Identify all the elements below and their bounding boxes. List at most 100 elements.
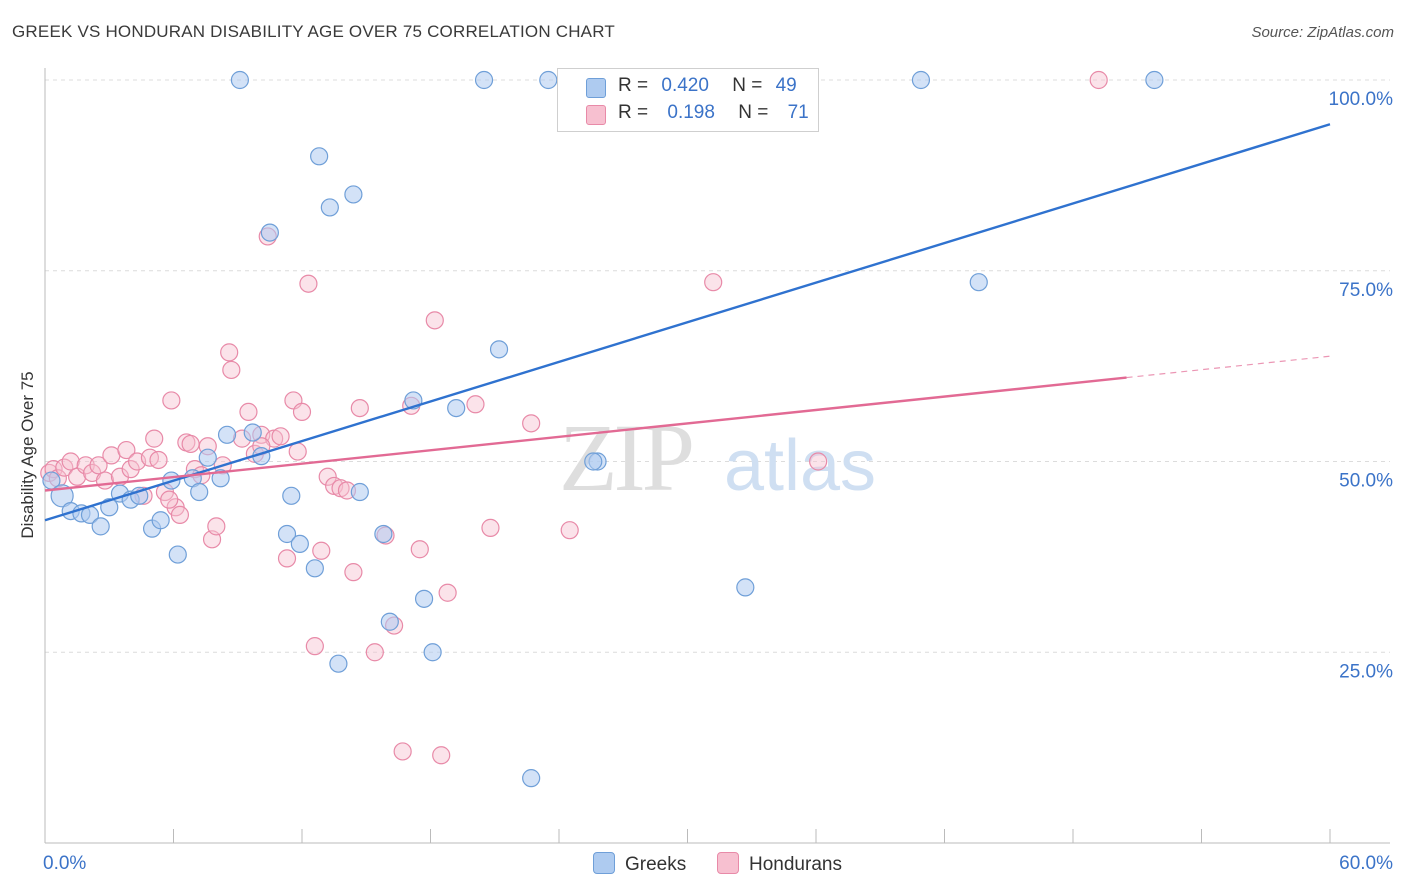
greek-point: [198, 448, 217, 467]
greek-point: [374, 524, 393, 544]
honduran-point: [393, 742, 412, 761]
honduran-point: [95, 471, 115, 490]
greek-point: [243, 423, 262, 442]
honduran-point: [271, 427, 290, 446]
honduran-point: [305, 637, 324, 656]
honduran-point: [239, 402, 258, 422]
honduran-point: [121, 460, 140, 479]
honduran-point: [76, 456, 95, 475]
greek-point: [969, 273, 988, 292]
watermark-atlas: atlas: [724, 426, 876, 506]
honduran-point: [149, 450, 168, 470]
bottom-legend-honduran: Hondurans: [717, 852, 842, 876]
greek-point: [539, 70, 558, 90]
greek-point: [100, 498, 119, 517]
greek-r-label: R =: [618, 75, 649, 96]
greek-point: [211, 469, 230, 488]
honduran-point: [160, 490, 179, 509]
greek-point: [277, 524, 297, 544]
greek-point: [489, 340, 509, 359]
greek-legend-label: Greeks: [625, 854, 687, 875]
greek-point: [1145, 70, 1164, 90]
y-tick-label: 50.0%: [1339, 471, 1393, 492]
greek-point: [522, 769, 541, 788]
honduran-legend-swatch: [717, 852, 739, 874]
greek-point: [151, 511, 170, 530]
greek-point: [91, 517, 110, 536]
greek-point: [290, 534, 309, 554]
honduran-n-value: 71: [787, 102, 809, 123]
honduran-point: [145, 429, 164, 448]
grid-lines: [45, 79, 1390, 653]
honduran-point: [181, 434, 200, 454]
honduran-point: [207, 517, 226, 536]
greek-point: [584, 452, 603, 471]
honduran-point: [522, 414, 541, 433]
chart-title: GREEK VS HONDURAN DISABILITY AGE OVER 75…: [12, 22, 615, 41]
source-label: Source: ZipAtlas.com: [1251, 24, 1394, 41]
greek-legend-swatch: [593, 852, 615, 874]
honduran-point: [292, 402, 312, 422]
greek-point: [380, 612, 399, 631]
y-tick-label: 25.0%: [1339, 661, 1393, 682]
honduran-point: [312, 541, 331, 560]
greek-point: [423, 643, 442, 662]
honduran-point: [170, 505, 190, 525]
honduran-point: [89, 456, 108, 475]
greek-point: [230, 70, 249, 90]
greek-point: [911, 70, 931, 90]
y-tick-label: 100.0%: [1329, 89, 1394, 110]
honduran-trendline-extension: [1126, 355, 1331, 379]
honduran-point: [425, 311, 444, 330]
honduran-point: [1089, 70, 1108, 90]
honduran-point: [809, 452, 828, 471]
correlation-legend: R = 0.420 N = 49 R = 0.198 N = 71: [557, 68, 819, 132]
honduran-point: [350, 398, 369, 418]
greek-point: [474, 70, 494, 90]
trendlines: [44, 123, 1331, 522]
greek-trendline: [44, 123, 1331, 522]
greek-point: [190, 482, 209, 502]
greek-point: [168, 545, 187, 564]
honduran-point: [438, 583, 457, 602]
greek-point: [329, 654, 348, 673]
honduran-point: [560, 521, 579, 540]
honduran-point: [299, 274, 318, 293]
greek-r-value: 0.420: [661, 75, 709, 96]
honduran-point: [432, 746, 451, 765]
greek-n-label: N =: [732, 75, 763, 96]
greek-point: [305, 559, 324, 578]
honduran-trendline: [44, 376, 1127, 492]
honduran-point: [410, 540, 429, 559]
honduran-point: [365, 643, 384, 662]
y-tick-label: 75.0%: [1339, 280, 1393, 301]
honduran-r-label: R =: [618, 102, 649, 123]
honduran-point: [222, 360, 241, 380]
greek-point: [350, 482, 369, 502]
greek-point: [344, 185, 363, 204]
greek-point: [282, 486, 301, 505]
tick-labels: 25.0% 50.0% 75.0% 100.0% 0.0% 60.0%: [43, 89, 1393, 874]
greek-point: [217, 425, 237, 444]
greek-point: [310, 147, 329, 166]
greek-point: [320, 198, 339, 217]
axes: [44, 68, 1390, 844]
honduran-point: [220, 343, 239, 362]
honduran-point: [277, 549, 297, 568]
watermark-zip: ZIP: [559, 404, 692, 511]
greek-n-value: 49: [775, 75, 797, 96]
honduran-point: [704, 273, 723, 292]
y-axis-title: Disability Age Over 75: [18, 371, 37, 539]
honduran-point: [288, 442, 307, 461]
honduran-point: [344, 563, 363, 582]
honduran-point: [117, 440, 136, 460]
x-tick-label: 60.0%: [1339, 853, 1393, 874]
bottom-legend-greek: Greeks: [593, 852, 686, 876]
honduran-swatch: [586, 105, 606, 125]
honduran-point: [318, 467, 337, 486]
x-tick-label: 0.0%: [43, 853, 86, 874]
greek-point: [447, 398, 466, 418]
honduran-point: [61, 452, 80, 471]
greek-point: [736, 578, 755, 597]
